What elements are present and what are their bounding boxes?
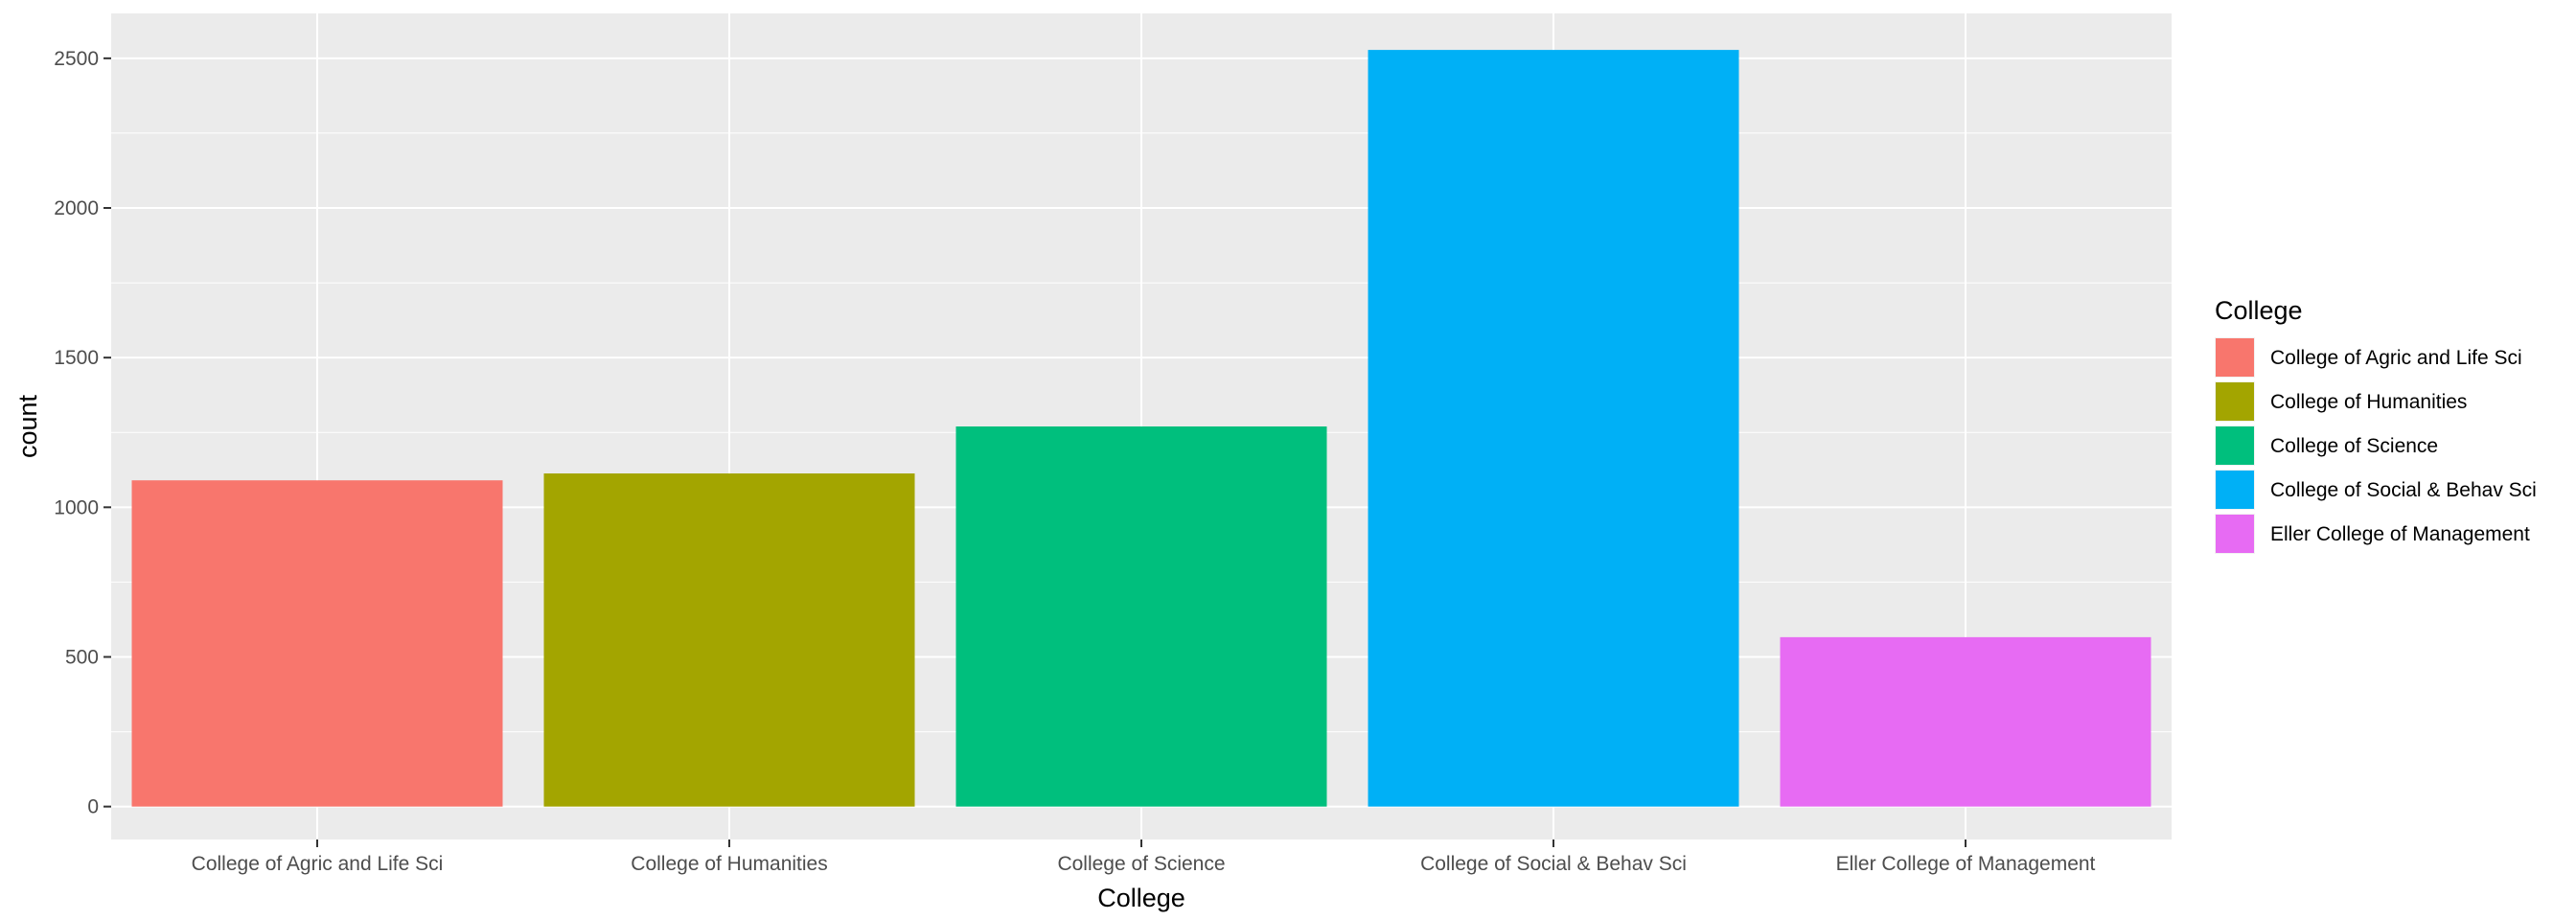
x-tick-label: College of Science [1057, 853, 1225, 875]
bar [1368, 50, 1739, 807]
bar [131, 480, 503, 807]
x-axis-title: College [1097, 884, 1185, 912]
x-tick-label: College of Humanities [631, 853, 827, 875]
legend-label: College of Social & Behav Sci [2270, 479, 2537, 501]
y-tick-label: 1000 [54, 496, 99, 518]
legend-key [2216, 426, 2254, 465]
y-axis-title: count [13, 394, 42, 458]
legend-label: College of Agric and Life Sci [2270, 347, 2522, 369]
y-tick-label: 2500 [54, 48, 99, 70]
x-tick-label: College of Social & Behav Sci [1420, 853, 1687, 875]
y-tick-label: 500 [65, 646, 99, 668]
x-tick-label: Eller College of Management [1836, 853, 2096, 875]
x-axis: College of Agric and Life Sci College of … [192, 840, 2096, 875]
bars [131, 50, 2151, 807]
legend-key [2216, 471, 2254, 509]
bar [955, 426, 1327, 807]
legend: College College of Agric and Life Sci Col… [2215, 296, 2537, 554]
legend-label: College of Science [2270, 435, 2438, 457]
legend-label: College of Humanities [2270, 391, 2467, 413]
y-tick-label: 0 [87, 796, 99, 818]
y-axis: 0 500 1000 1500 2000 2500 [54, 48, 111, 818]
legend-key [2216, 338, 2254, 377]
bar [1780, 636, 2151, 807]
bar [543, 473, 915, 807]
legend-key [2216, 515, 2254, 553]
y-tick-label: 2000 [54, 197, 99, 219]
legend-label: Eller College of Management [2270, 523, 2530, 545]
legend-title: College [2215, 296, 2303, 325]
x-tick-label: College of Agric and Life Sci [192, 853, 444, 875]
legend-key [2216, 382, 2254, 421]
y-tick-label: 1500 [54, 347, 99, 369]
